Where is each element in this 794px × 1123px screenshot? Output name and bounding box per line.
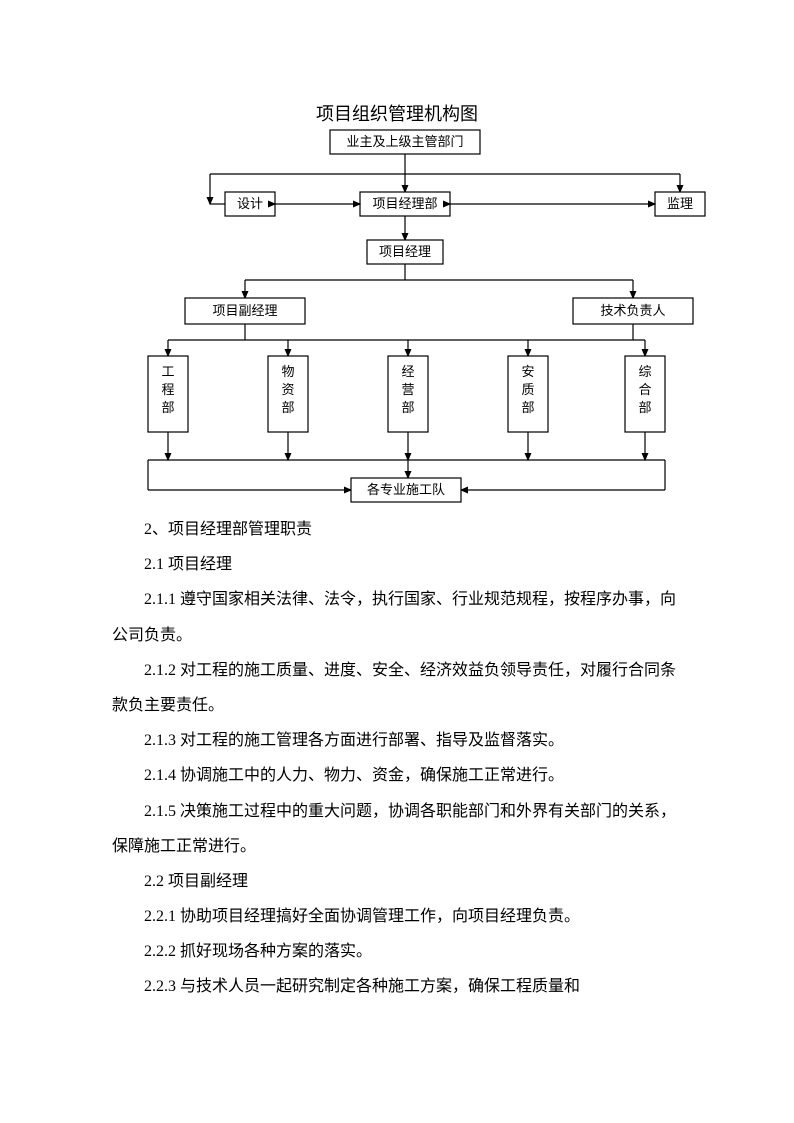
para-2-2-2: 2.2.2 抓好现场各种方案的落实。 bbox=[112, 934, 682, 969]
node-dept-3-c1: 经 bbox=[401, 364, 414, 379]
node-pm-dept: 项目经理部 bbox=[372, 196, 437, 211]
node-teams: 各专业施工队 bbox=[367, 482, 445, 497]
para-2-1-5: 2.1.5 决策施工过程中的重大问题，协调各职能部门和外界有关部门的关系，保障施… bbox=[112, 794, 682, 864]
node-dept-3-c3: 部 bbox=[401, 400, 414, 415]
node-dept-1-c3: 部 bbox=[161, 400, 174, 415]
node-dept-5-c3: 部 bbox=[638, 400, 651, 415]
node-owner: 业主及上级主管部门 bbox=[346, 134, 463, 149]
para-2-1-1: 2.1.1 遵守国家相关法律、法令，执行国家、行业规范规程，按程序办事，向公司负… bbox=[112, 582, 682, 652]
node-tech-lead: 技术负责人 bbox=[600, 303, 665, 318]
page: 项目组织管理机构图 业主及上级主管部门 设计 项目经理部 监理 bbox=[0, 0, 794, 1123]
node-dept-4-c2: 质 bbox=[521, 382, 534, 397]
node-dept-5-c1: 综 bbox=[638, 364, 651, 379]
org-flowchart: 业主及上级主管部门 设计 项目经理部 监理 项目经理 项目副经理 bbox=[0, 120, 794, 520]
body-text-block: 2、项目经理部管理职责 2.1 项目经理 2.1.1 遵守国家相关法律、法令，执… bbox=[112, 512, 682, 1005]
node-dept-2-c3: 部 bbox=[281, 400, 294, 415]
para-2-2-3: 2.2.3 与技术人员一起研究制定各种施工方案，确保工程质量和 bbox=[112, 969, 682, 1004]
node-dept-2-c1: 物 bbox=[281, 364, 294, 379]
node-dept-1-c1: 工 bbox=[161, 364, 174, 379]
para-2-2: 2.2 项目副经理 bbox=[112, 864, 682, 899]
node-design: 设计 bbox=[237, 196, 263, 211]
node-dept-3-c2: 营 bbox=[401, 382, 414, 397]
node-supervise: 监理 bbox=[667, 196, 693, 211]
para-2-1-4: 2.1.4 协调施工中的人力、物力、资金，确保施工正常进行。 bbox=[112, 758, 682, 793]
node-dept-4-c1: 安 bbox=[521, 364, 534, 379]
node-dept-4-c3: 部 bbox=[521, 400, 534, 415]
para-2-2-1: 2.2.1 协助项目经理搞好全面协调管理工作，向项目经理负责。 bbox=[112, 899, 682, 934]
node-pm: 项目经理 bbox=[379, 244, 431, 259]
node-dept-5-c2: 合 bbox=[638, 382, 651, 397]
node-dept-2-c2: 资 bbox=[281, 382, 294, 397]
para-2-1: 2.1 项目经理 bbox=[112, 547, 682, 582]
para-2: 2、项目经理部管理职责 bbox=[112, 512, 682, 547]
node-vice-pm: 项目副经理 bbox=[212, 303, 277, 318]
node-dept-1-c2: 程 bbox=[161, 382, 174, 397]
para-2-1-2: 2.1.2 对工程的施工质量、进度、安全、经济效益负领导责任，对履行合同条款负主… bbox=[112, 653, 682, 723]
para-2-1-3: 2.1.3 对工程的施工管理各方面进行部署、指导及监督落实。 bbox=[112, 723, 682, 758]
